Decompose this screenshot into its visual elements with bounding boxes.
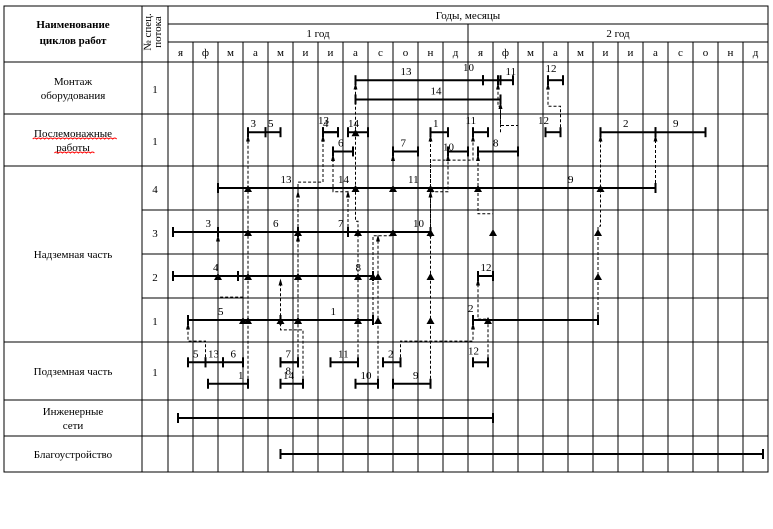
svg-text:о: о — [703, 47, 709, 59]
svg-text:12: 12 — [538, 115, 549, 127]
svg-text:1: 1 — [152, 367, 158, 379]
svg-text:2 год: 2 год — [606, 28, 630, 40]
svg-text:7: 7 — [338, 218, 344, 230]
svg-text:5: 5 — [193, 348, 199, 360]
svg-text:11: 11 — [506, 66, 517, 78]
svg-text:ф: ф — [202, 47, 209, 59]
svg-text:№ спец.потока: № спец.потока — [142, 13, 164, 51]
svg-text:Монтаж: Монтаж — [54, 76, 93, 88]
svg-text:12: 12 — [481, 262, 492, 274]
svg-text:и: и — [328, 47, 334, 59]
svg-text:м: м — [527, 47, 534, 59]
svg-text:н: н — [428, 47, 434, 59]
svg-text:14: 14 — [283, 370, 295, 382]
svg-text:1: 1 — [433, 118, 439, 130]
svg-text:Наименование: Наименование — [36, 19, 109, 31]
svg-text:Инженерные: Инженерные — [43, 406, 104, 418]
svg-text:н: н — [728, 47, 734, 59]
svg-text:оборудования: оборудования — [41, 90, 106, 102]
svg-text:д: д — [753, 47, 759, 59]
svg-text:6: 6 — [273, 218, 279, 230]
svg-text:1: 1 — [152, 136, 158, 148]
svg-text:Надземная часть: Надземная часть — [34, 249, 112, 261]
svg-text:3: 3 — [251, 118, 257, 130]
svg-text:я: я — [178, 47, 183, 59]
svg-text:12: 12 — [546, 63, 557, 75]
svg-text:13: 13 — [281, 174, 293, 186]
svg-text:о: о — [403, 47, 409, 59]
svg-text:ф: ф — [502, 47, 509, 59]
svg-text:5: 5 — [268, 118, 274, 130]
svg-text:м: м — [277, 47, 284, 59]
svg-text:1 год: 1 год — [306, 28, 330, 40]
svg-text:с: с — [678, 47, 683, 59]
svg-text:а: а — [353, 47, 358, 59]
svg-text:2: 2 — [152, 272, 158, 284]
svg-text:и: и — [628, 47, 634, 59]
svg-text:10: 10 — [443, 141, 455, 153]
svg-text:6: 6 — [231, 348, 237, 360]
svg-text:1: 1 — [152, 84, 158, 96]
svg-text:11: 11 — [338, 348, 349, 360]
svg-text:10: 10 — [361, 370, 373, 382]
svg-text:Благоустройство: Благоустройство — [34, 449, 113, 461]
svg-text:14: 14 — [338, 174, 350, 186]
svg-text:1: 1 — [152, 316, 158, 328]
svg-text:2: 2 — [388, 348, 394, 360]
svg-text:9: 9 — [673, 118, 679, 130]
svg-text:10: 10 — [413, 218, 425, 230]
svg-text:11: 11 — [466, 115, 477, 127]
svg-text:Годы, месяцы: Годы, месяцы — [436, 10, 501, 22]
svg-text:сети: сети — [63, 420, 84, 432]
svg-text:2: 2 — [623, 118, 629, 130]
svg-text:5: 5 — [218, 306, 224, 318]
svg-text:1: 1 — [331, 306, 337, 318]
svg-text:13: 13 — [401, 66, 413, 78]
svg-text:7: 7 — [286, 348, 292, 360]
svg-text:д: д — [453, 47, 459, 59]
svg-text:7: 7 — [401, 137, 407, 149]
svg-text:Подземная часть: Подземная часть — [34, 366, 113, 378]
svg-text:а: а — [253, 47, 258, 59]
svg-text:4: 4 — [152, 184, 158, 196]
svg-text:2: 2 — [468, 303, 474, 315]
svg-text:14: 14 — [431, 85, 443, 97]
svg-text:3: 3 — [206, 218, 212, 230]
svg-text:я: я — [478, 47, 483, 59]
svg-text:9: 9 — [568, 174, 574, 186]
svg-text:а: а — [553, 47, 558, 59]
svg-text:10: 10 — [463, 62, 475, 74]
svg-text:м: м — [227, 47, 234, 59]
svg-text:8: 8 — [493, 137, 499, 149]
svg-text:3: 3 — [152, 228, 158, 240]
svg-text:м: м — [577, 47, 584, 59]
svg-text:4: 4 — [323, 118, 329, 130]
svg-text:14: 14 — [348, 118, 360, 130]
svg-text:и: и — [303, 47, 309, 59]
svg-text:циклов работ: циклов работ — [40, 35, 107, 47]
svg-text:с: с — [378, 47, 383, 59]
svg-text:13: 13 — [208, 348, 220, 360]
svg-text:11: 11 — [408, 174, 419, 186]
svg-text:а: а — [653, 47, 658, 59]
svg-text:и: и — [603, 47, 609, 59]
svg-text:9: 9 — [413, 370, 419, 382]
svg-text:1: 1 — [238, 370, 244, 382]
svg-text:12: 12 — [468, 345, 479, 357]
svg-text:6: 6 — [338, 137, 344, 149]
